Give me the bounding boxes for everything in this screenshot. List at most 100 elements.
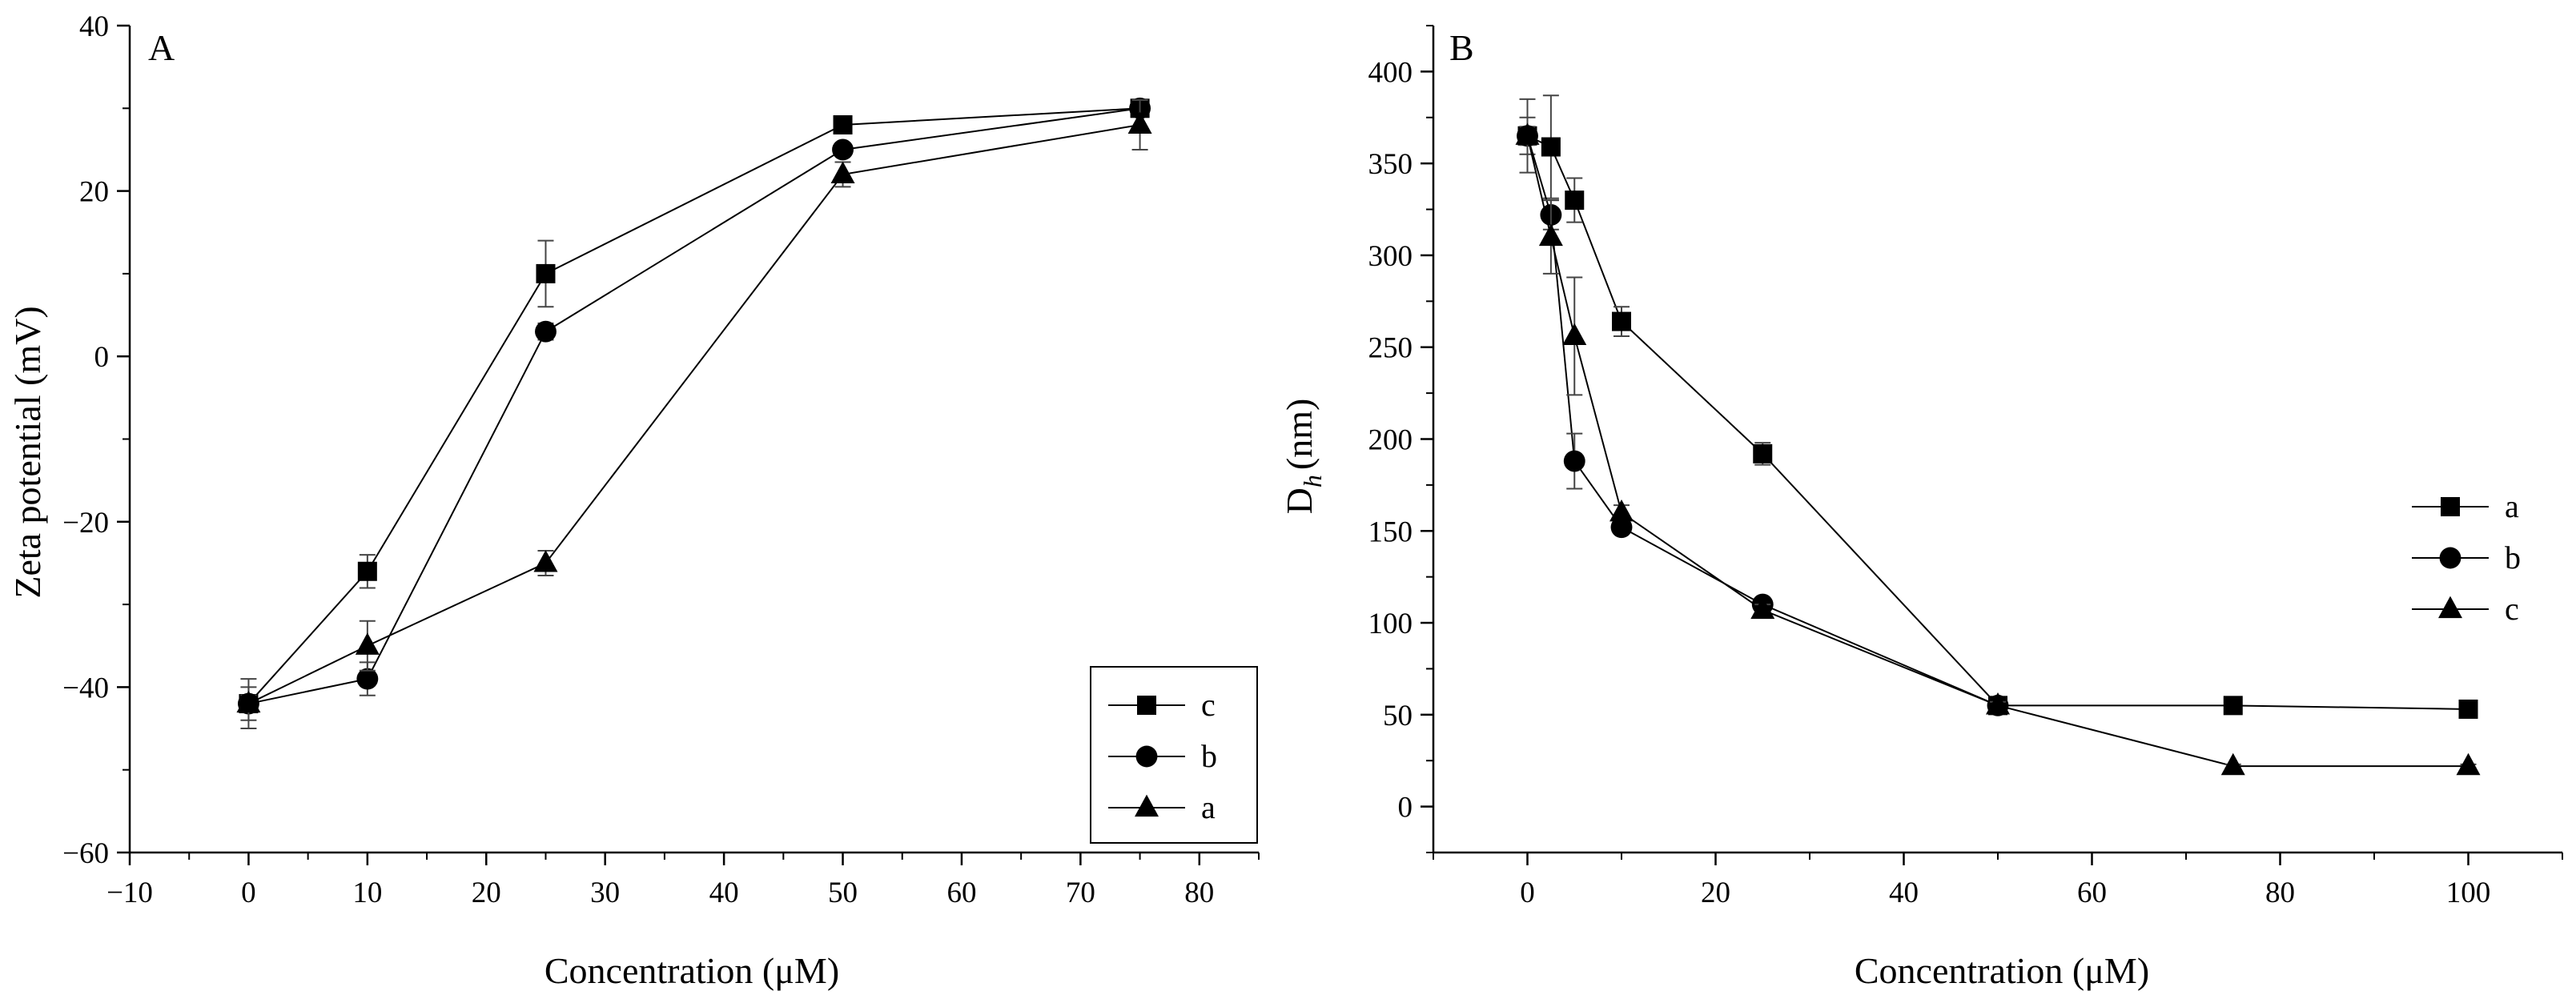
panel-b-series-a-point [2223, 696, 2243, 716]
panel-a-y-tick-label: −60 [62, 837, 109, 870]
panel-b-y-tick-label: 100 [1368, 608, 1413, 640]
panel-a-y-tick-label: 0 [94, 341, 110, 374]
panel-a-series-b-point [535, 320, 557, 343]
panel-b-legend-label: a [2505, 488, 2519, 524]
panel-b-legend-label: b [2505, 540, 2521, 576]
panel-a-y-tick-label: −40 [62, 672, 109, 704]
panel-b-legend-item-c: c [2412, 591, 2519, 627]
panel-b-y-axis-title-subscript: h [1298, 475, 1327, 487]
panel-a-series-a-point [236, 690, 261, 713]
panel-a-y-tick-label: 20 [79, 176, 109, 209]
panel-a-label: A [148, 27, 175, 68]
panel-b-series-a-point [1753, 443, 1773, 463]
panel-a-series-a-line [247, 123, 1140, 704]
panel-b-series-a-point [1565, 191, 1585, 211]
panel-b-series-a-line [1527, 134, 2469, 710]
panel-a-legend-marker [1135, 745, 1158, 768]
panel-b-series-a-point [2458, 699, 2478, 719]
panel-b-series-b-point [1610, 516, 1633, 539]
panel-b-series-c-point [1986, 692, 2010, 715]
panel-b-legend: abc [2412, 488, 2521, 627]
panel-a-y-tick-label: −20 [62, 507, 109, 540]
panel-a-x-tick-label: 50 [828, 877, 858, 909]
panel-b-y-tick-label: 250 [1368, 332, 1413, 365]
panel-b-series-c [1515, 98, 2481, 776]
panel-a-legend-frame [1090, 666, 1258, 844]
panel-a-series-c [239, 98, 1150, 721]
panel-b-legend-marker [2439, 547, 2461, 569]
panel-a-series-a [236, 98, 1152, 730]
panel-b-series-c-point [1538, 223, 1563, 247]
panel-a-series-c-line [247, 107, 1140, 704]
panel-b-y-tick-label: 200 [1368, 424, 1413, 457]
panel-b-series-b [1517, 125, 2009, 716]
panel-a-legend-label: a [1201, 789, 1216, 825]
panel-b-x-tick-label: 100 [2446, 877, 2491, 909]
panel-a-series-a-point [355, 632, 380, 655]
panel-a-x-tick-label: 0 [241, 877, 256, 909]
panel-b-x-tick-label: 60 [2077, 877, 2107, 909]
panel-b-series-a-point [1612, 311, 1631, 331]
panel-b-series-c-point [1609, 499, 1634, 522]
panel-a-legend-marker [1137, 696, 1156, 715]
panel-b-y-axis-title-main: D [1279, 487, 1320, 514]
panel-b-x-tick-label: 0 [1520, 877, 1535, 909]
panel-a-legend: cba [1090, 666, 1258, 844]
panel-a-series-a-point [1127, 111, 1152, 134]
panel-a-y-tick-label: 40 [79, 10, 109, 43]
panel-b-x-tick-label: 20 [1701, 877, 1730, 909]
panel-b-series-c-point [2220, 752, 2245, 776]
panel-a-legend-marker [1135, 794, 1159, 817]
panel-a-x-tick-label: −10 [106, 877, 153, 909]
panel-b-x-tick-label: 40 [1889, 877, 1919, 909]
panel-a-series-b-line [248, 107, 1140, 705]
panel-b-series-c-point [1562, 323, 1587, 346]
panel-b-y-tick-label: 50 [1383, 700, 1413, 732]
panel-b-legend-label: c [2505, 591, 2519, 627]
panel-a-y-axis-title: Zeta potential (mV) [7, 306, 48, 598]
panel-b-series-b-point [1563, 450, 1585, 472]
panel-a-chart: A Concentration (μM) Zeta potential (mV)… [7, 10, 1260, 991]
panel-b-y-tick-label: 350 [1368, 148, 1413, 181]
panel-a-series-b-point [832, 138, 854, 161]
panel-a-series-c-point [357, 561, 377, 581]
panel-b-series-c-point [1515, 122, 1540, 145]
panel-b-series-c-point [1750, 596, 1775, 620]
panel-b-legend-item-b: b [2412, 540, 2521, 576]
panel-b-legend-item-a: a [2412, 488, 2519, 524]
panel-a-x-axis-title: Concentration (μM) [545, 950, 839, 991]
panel-a-legend-label: c [1201, 687, 1216, 723]
panel-b-series-b-line [1526, 135, 1999, 707]
panel-b-y-axis-title: Dh (nm) [1279, 399, 1327, 515]
panel-a-x-tick-label: 40 [709, 877, 739, 909]
panel-a-series-c-point [536, 263, 556, 283]
panel-b-legend-marker [2441, 497, 2460, 516]
panel-a-series-b-point [356, 668, 379, 690]
panel-b-series-a-point [1541, 137, 1561, 157]
panel-a-x-tick-label: 10 [352, 877, 382, 909]
panel-b-series-c-point [2456, 752, 2481, 776]
panel-a-series-b [237, 97, 1151, 715]
panel-a-series-a-point [830, 161, 855, 184]
panel-a-series-c-point [833, 114, 853, 134]
panel-a-x-tick-label: 20 [472, 877, 501, 909]
panel-b-chart: B Concentration (μM) Dh (nm) 0 20 40 60 80 100… [1279, 25, 2563, 991]
panel-b-series-c-line [1526, 135, 2469, 768]
panel-b-y-axis-title-unit: (nm) [1279, 399, 1320, 470]
panel-b-y-tick-label: 400 [1368, 56, 1413, 89]
panel-b-x-axis-title: Concentration (μM) [1855, 950, 2149, 991]
panel-a-legend-item-a: a [1108, 789, 1216, 825]
panel-a-x-tick-label: 30 [590, 877, 620, 909]
panel-b-y-tick-label: 0 [1398, 792, 1413, 824]
panel-b-label: B [1449, 27, 1474, 68]
panel-a-x-tick-label: 60 [946, 877, 976, 909]
panel-b-series-a [1517, 94, 2478, 719]
panel-a-series-a-point [533, 550, 558, 572]
panel-b-y-tick-label: 300 [1368, 240, 1413, 273]
panel-b-legend-marker [2438, 596, 2462, 619]
panel-a-legend-item-b: b [1108, 738, 1217, 774]
panel-b-y-tick-label: 150 [1368, 516, 1413, 548]
panel-b-x-tick-label: 80 [2265, 877, 2295, 909]
panel-a-x-tick-label: 80 [1184, 877, 1214, 909]
